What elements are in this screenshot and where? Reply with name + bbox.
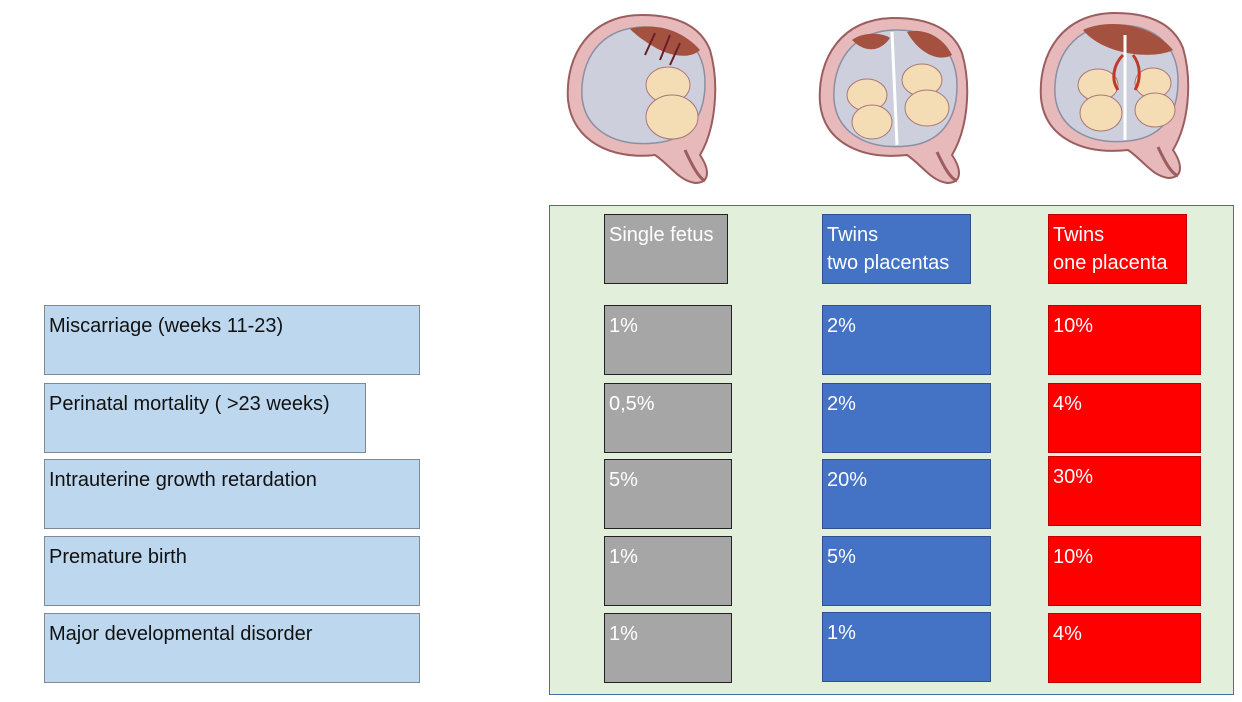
value-perinatal-twins-one: 4% [1048, 383, 1201, 453]
value-perinatal-twins-two: 2% [822, 383, 991, 453]
value-perinatal-single: 0,5% [604, 383, 732, 453]
value-miscarriage-single: 1% [604, 305, 732, 375]
value-growth-single: 5% [604, 459, 732, 529]
uterus-twins-two-placentas-illustration [818, 16, 969, 185]
value-growth-twins-one: 30% [1048, 456, 1201, 526]
value-miscarriage-twins-one: 10% [1048, 305, 1201, 375]
value-premature-twins-one: 10% [1048, 536, 1201, 606]
value-premature-single: 1% [604, 536, 732, 606]
header-twins-two-placentas: Twins two placentas [822, 214, 971, 284]
row-label-premature-birth: Premature birth [44, 536, 420, 606]
row-label-developmental-disorder: Major developmental disorder [44, 613, 420, 683]
header-twins-one-placenta: Twins one placenta [1048, 214, 1187, 284]
uterus-single-fetus-illustration [566, 13, 717, 185]
value-miscarriage-twins-two: 2% [822, 305, 991, 375]
value-growth-twins-two: 20% [822, 459, 991, 529]
value-disorder-twins-two: 1% [822, 612, 991, 682]
uterus-twins-one-placenta-illustration [1039, 11, 1190, 180]
value-premature-twins-two: 5% [822, 536, 991, 606]
row-label-perinatal-mortality: Perinatal mortality ( >23 weeks) [44, 383, 366, 453]
value-disorder-twins-one: 4% [1048, 613, 1201, 683]
header-single-fetus: Single fetus [604, 214, 728, 284]
value-disorder-single: 1% [604, 613, 732, 683]
row-label-growth-retardation: Intrauterine growth retardation [44, 459, 420, 529]
row-label-miscarriage: Miscarriage (weeks 11-23) [44, 305, 420, 375]
